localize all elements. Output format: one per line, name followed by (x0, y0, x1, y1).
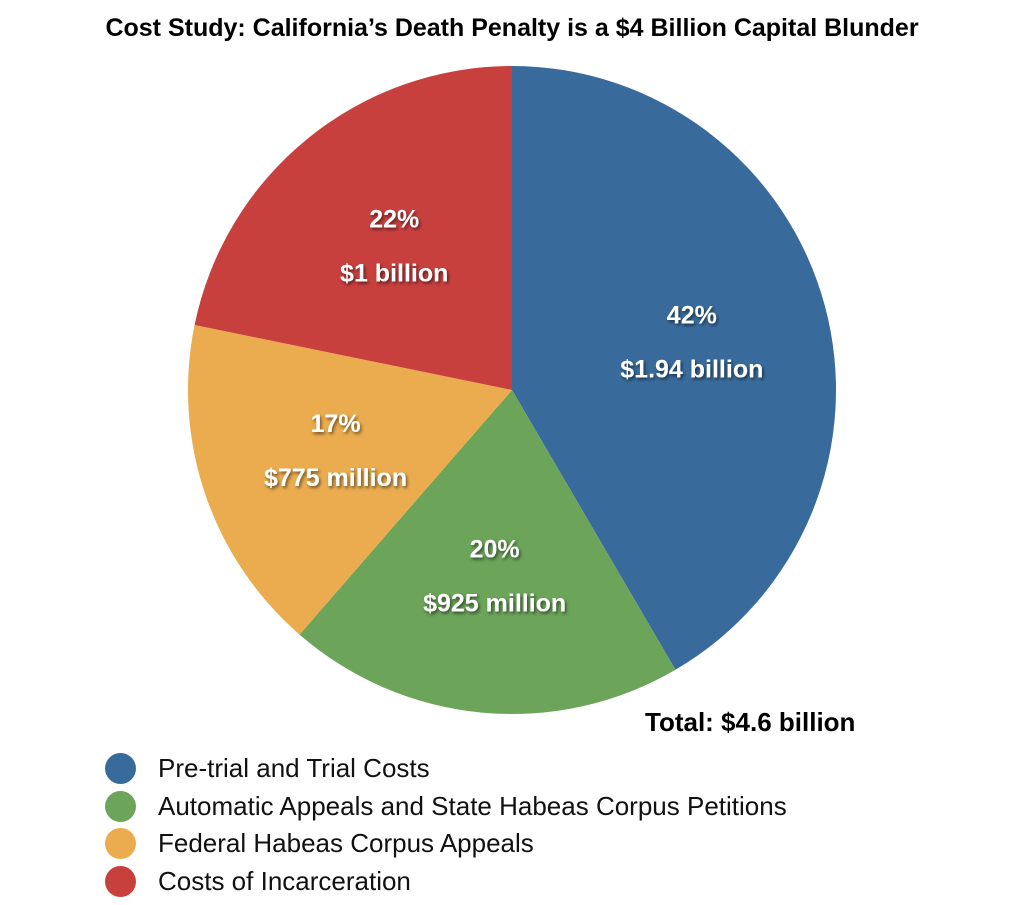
slice-percent-label: 17% (311, 410, 361, 438)
legend-item: Automatic Appeals and State Habeas Corpu… (105, 788, 787, 826)
legend-label: Costs of Incarceration (158, 865, 411, 896)
legend-label: Automatic Appeals and State Habeas Corpu… (158, 790, 787, 821)
legend-swatch (105, 865, 136, 897)
total-label: Total: $4.6 billion (645, 707, 856, 737)
slice-value-label: $925 million (423, 589, 566, 617)
legend-item: Pre-trial and Trial Costs (105, 750, 787, 788)
legend: Pre-trial and Trial Costs Automatic Appea… (105, 750, 787, 900)
slice-value-label: $1 billion (340, 260, 448, 288)
pie-slice (188, 324, 512, 635)
chart-title: Cost Study: California’s Death Penalty i… (105, 14, 919, 42)
slice-percent-label: 42% (667, 301, 717, 329)
slice-value-label: $775 million (264, 464, 407, 492)
pie-slice (299, 390, 676, 714)
legend-swatch (105, 828, 136, 860)
pie-slice (194, 66, 513, 390)
slice-value-label: $1.94 billion (620, 355, 763, 383)
legend-item: Federal Habeas Corpus Appeals (105, 825, 787, 863)
slice-percent-label: 20% (470, 535, 520, 563)
pie-slice (512, 66, 837, 670)
legend-item: Costs of Incarceration (105, 863, 787, 901)
legend-label: Federal Habeas Corpus Appeals (158, 828, 534, 859)
legend-swatch (105, 753, 136, 785)
legend-swatch (105, 790, 136, 822)
slice-percent-label: 22% (369, 206, 419, 234)
legend-label: Pre-trial and Trial Costs (158, 753, 430, 784)
